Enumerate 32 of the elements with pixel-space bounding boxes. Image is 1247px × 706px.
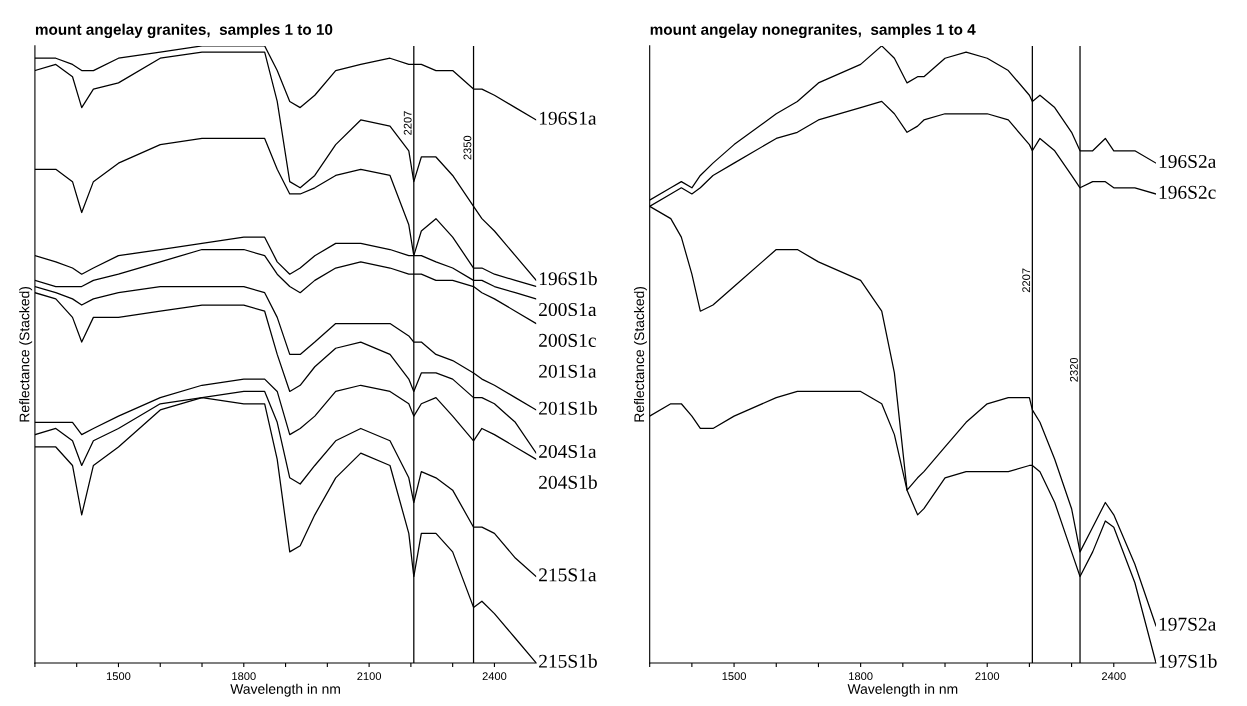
series-label: 204S1b (539, 475, 597, 489)
x-axis-title: Wavelength in nm (847, 683, 958, 697)
chart-title: mount angelay nonegranites, samples 1 to 4 (650, 23, 976, 39)
series-label: 200S1c (539, 333, 596, 347)
y-axis-title: Reflectance (Stacked) (19, 286, 33, 422)
x-tick-label: 1500 (722, 672, 746, 681)
series-label: 201S1b (539, 401, 597, 415)
chart-title: mount angelay granites, samples 1 to 10 (35, 23, 333, 39)
series-label: 215S1b (539, 654, 597, 668)
series-label: 204S1a (539, 444, 597, 459)
x-tick-label: 2100 (357, 672, 382, 681)
series-label: 197S2a (1159, 617, 1217, 631)
x-axis-title: Wavelength in nm (230, 683, 340, 697)
x-tick-label: 1800 (232, 672, 256, 681)
x-tick-label: 2400 (482, 672, 507, 681)
series-label: 196S1a (539, 111, 597, 125)
y-axis-title: Reflectance (Stacked) (633, 286, 647, 422)
series-label: 215S1a (539, 568, 597, 582)
series-label: 200S1a (539, 302, 597, 317)
ref-line-label: 2350 (463, 135, 472, 160)
x-tick-label: 1500 (106, 672, 131, 681)
series-label: 196S1b (539, 271, 597, 286)
x-tick-label: 2400 (1101, 672, 1126, 681)
x-tick-label: 2100 (975, 672, 1000, 681)
ref-line-label: 2207 (403, 111, 412, 135)
x-tick-label: 1800 (849, 672, 873, 681)
ref-line-label: 2320 (1069, 357, 1078, 382)
series-label: 197S1b (1159, 654, 1217, 668)
ref-line-label: 2207 (1022, 268, 1031, 293)
text: 201S1a (539, 364, 597, 378)
series-label: 196S2a (1159, 154, 1217, 168)
series-label: 196S2c (1159, 185, 1216, 199)
